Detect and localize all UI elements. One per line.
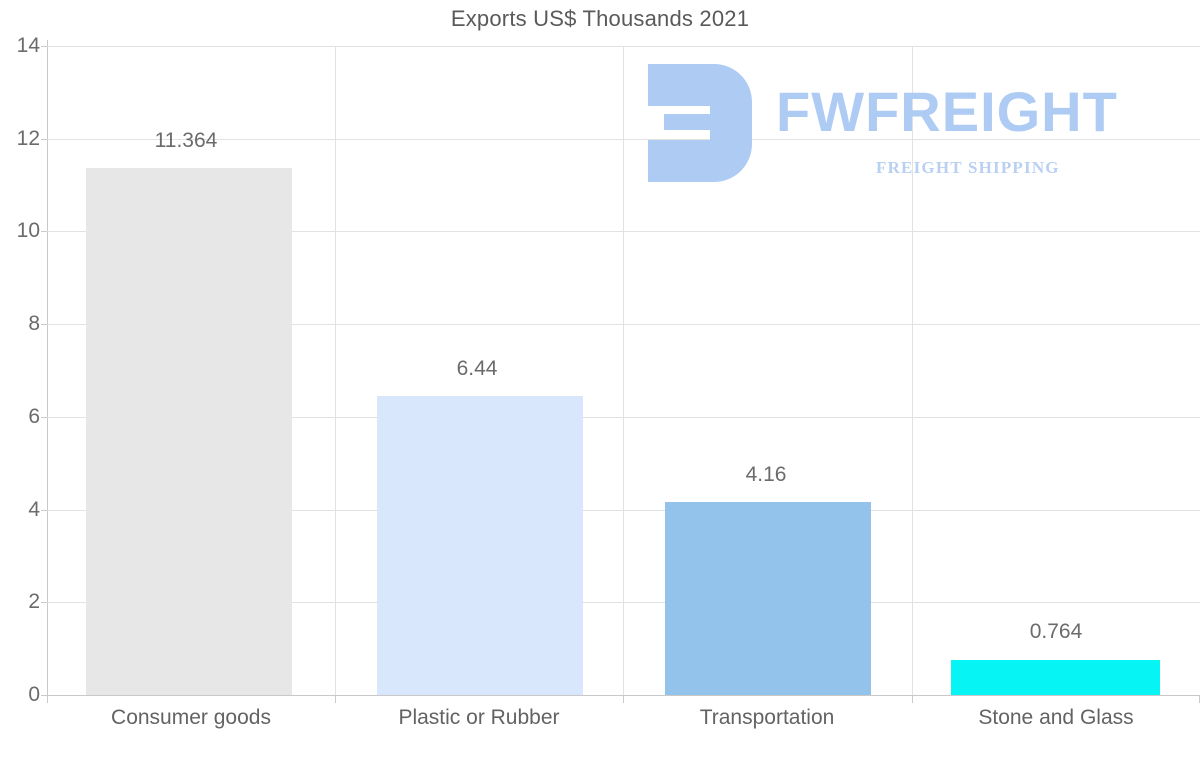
gridline-vertical — [623, 46, 624, 695]
plot-area — [47, 46, 1200, 696]
x-tick-mark — [623, 696, 624, 703]
x-tick-label-plastic-or-rubber: Plastic or Rubber — [398, 706, 560, 729]
bar-transportation[interactable] — [665, 502, 871, 695]
y-tick-label: 14 — [16, 34, 40, 57]
chart-title: Exports US$ Thousands 2021 — [450, 6, 750, 31]
bar-value-label: 6.44 — [456, 357, 498, 380]
y-tick-mark — [41, 509, 48, 511]
y-tick-label: 8 — [28, 312, 40, 336]
x-tick-label-stone-and-glass: Stone and Glass — [978, 706, 1134, 729]
bar-value-label: 0.764 — [1029, 620, 1083, 643]
bar-stone-and-glass[interactable] — [951, 659, 1160, 695]
x-axis-line — [47, 695, 1200, 696]
bar-plastic-or-rubber[interactable] — [377, 396, 583, 695]
y-tick-mark — [41, 416, 48, 418]
bar-consumer-goods[interactable] — [86, 168, 292, 695]
y-tick-label: 4 — [28, 497, 40, 521]
y-tick-label: 12 — [16, 126, 40, 150]
y-axis-ticks: 14 12 10 8 6 4 2 0 — [0, 34, 48, 706]
y-tick-mark — [41, 231, 48, 233]
y-tick-mark — [41, 695, 48, 696]
x-tick-label-transportation: Transportation — [699, 706, 835, 729]
y-axis-line — [47, 40, 48, 702]
y-tick-label: 2 — [28, 590, 40, 614]
y-tick-mark — [41, 602, 48, 604]
x-tick-mark — [335, 696, 336, 703]
bar-value-label: 4.16 — [745, 463, 787, 486]
x-tick-mark — [912, 696, 913, 703]
y-tick-label: 6 — [28, 404, 40, 428]
y-tick-label: 0 — [28, 683, 40, 706]
x-tick-label-consumer-goods: Consumer goods — [111, 706, 271, 729]
y-tick-mark — [41, 138, 48, 140]
x-tick-mark — [47, 696, 48, 703]
y-tick-label: 10 — [16, 219, 40, 243]
gridline-vertical — [912, 46, 913, 695]
y-tick-mark — [41, 324, 48, 326]
bar-value-label: 11.364 — [154, 129, 218, 152]
y-tick-mark — [41, 46, 48, 47]
gridline-vertical — [335, 46, 336, 695]
